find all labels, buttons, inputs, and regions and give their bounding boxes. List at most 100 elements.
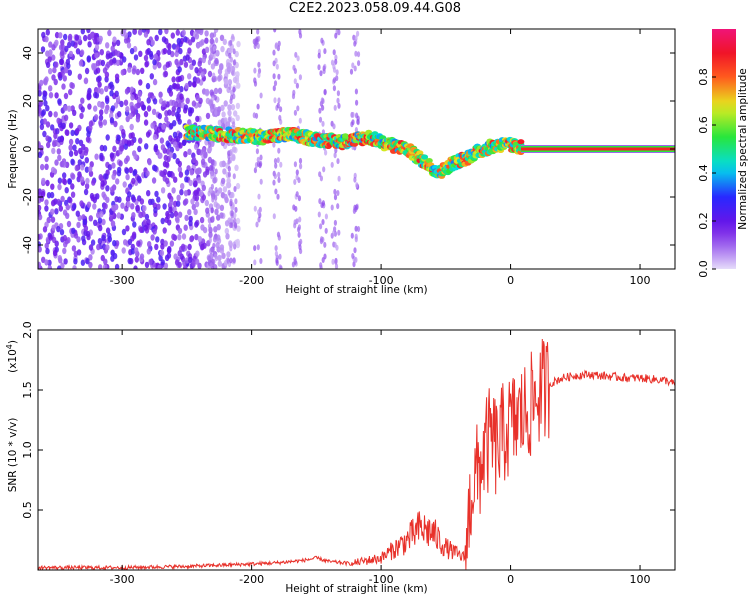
spectrogram-stripe-cell: [229, 245, 233, 252]
spectrogram-noise-cell: [134, 103, 139, 110]
spectrogram-stripe-cell: [214, 195, 218, 201]
spectrogram-noise-cell: [179, 85, 184, 93]
spectrogram-noise-cell: [133, 54, 139, 61]
spectrogram-stripe-cell: [208, 141, 212, 148]
spectrogram-noise-cell: [171, 187, 176, 194]
spectrogram-noise-cell: [180, 183, 185, 190]
spectrogram-noise-cell: [84, 157, 90, 164]
spectrogram-stripe-cell: [298, 117, 302, 124]
spectrogram-noise-cell: [46, 141, 51, 149]
spectrogram-stripe-cell: [232, 241, 236, 248]
spectrogram-noise-cell: [135, 116, 141, 123]
spectrogram-noise-cell: [57, 265, 62, 269]
spectrogram-noise-cell: [151, 108, 157, 116]
spectrogram-noise-cell: [161, 100, 166, 108]
spectrogram-stripe-cell: [324, 227, 328, 234]
spectrogram-noise-cell: [110, 84, 115, 91]
spectrogram-noise-cell: [65, 212, 70, 219]
spectrogram-noise-cell: [79, 112, 84, 120]
spectrogram-stripe-cell: [277, 177, 281, 183]
spectrogram-noise-cell: [133, 93, 139, 101]
spectrogram-noise-cell: [106, 61, 111, 68]
spectrogram-noise-cell: [195, 42, 201, 49]
spectrogram-stripe-cell: [336, 190, 340, 196]
spectrogram-noise-cell: [42, 130, 47, 138]
y-scale-label: (x104): [5, 340, 19, 373]
spectrogram-stripe-cell: [273, 173, 277, 180]
spectrogram-stripe-cell: [351, 253, 355, 259]
spectrogram-noise-cell: [221, 252, 226, 259]
spectrogram-stripe-cell: [334, 259, 338, 265]
spectrogram-noise-cell: [217, 254, 222, 262]
spectrogram-noise-cell: [41, 177, 46, 185]
spectrogram-noise-cell: [234, 164, 239, 171]
spectrogram-noise-cell: [44, 242, 49, 250]
spectrogram-noise-cell: [94, 52, 99, 59]
spectrogram-noise-cell: [62, 178, 68, 186]
y-tick-label: -20: [21, 188, 34, 206]
spectrogram-noise-cell: [103, 263, 108, 269]
spectrogram-noise-cell: [93, 105, 98, 112]
spectrogram-stripe-cell: [334, 32, 338, 39]
spectrogram-noise-cell: [62, 75, 67, 82]
spectrogram-noise-cell: [104, 85, 109, 93]
spectrogram-noise-cell: [137, 145, 142, 153]
spectrogram-noise-cell: [200, 243, 205, 251]
spectrogram-noise-cell: [232, 76, 238, 84]
spectrogram-stripe-cell: [291, 93, 296, 100]
spectrogram-noise-cell: [124, 167, 130, 174]
spectrogram-noise-cell: [216, 214, 221, 221]
spectrogram-noise-cell: [188, 256, 193, 263]
spectrogram-noise-cell: [96, 87, 101, 94]
spectrogram-noise-cell: [78, 147, 83, 155]
spectrogram-noise-cell: [123, 37, 129, 44]
spectrogram-noise-cell: [119, 100, 124, 108]
spectrogram-noise-cell: [181, 233, 187, 240]
spectrogram-noise-cell: [155, 236, 160, 243]
spectrogram-noise-cell: [160, 144, 166, 151]
spectrogram-noise-cell: [219, 204, 225, 211]
spectrogram-stripe-cell: [232, 257, 236, 264]
x-tick-label: 100: [630, 573, 651, 586]
spectrogram-noise-cell: [157, 264, 162, 269]
spectrogram-noise-cell: [86, 56, 92, 63]
spectrogram-noise-cell: [95, 60, 101, 67]
spectrogram-noise-cell: [97, 238, 103, 245]
spectrogram-stripe-cell: [294, 51, 298, 58]
spectrogram-noise-cell: [179, 93, 184, 100]
spectrogram-noise-cell: [164, 116, 169, 123]
spectrogram-noise-cell: [76, 249, 82, 256]
spectrogram-noise-cell: [98, 35, 103, 42]
colorbar-tick-label: 0.2: [697, 212, 710, 230]
spectrogram-stripe-cell: [212, 53, 216, 60]
spectrogram-noise-cell: [68, 197, 73, 204]
spectrogram-noise-cell: [235, 182, 241, 190]
spectrogram-noise-cell: [38, 107, 42, 114]
spectrogram-noise-cell: [60, 195, 65, 203]
spectrogram-noise-cell: [191, 59, 196, 66]
spectrogram-noise-cell: [149, 53, 154, 60]
spectrogram-noise-cell: [152, 58, 157, 66]
spectrogram-stripe-cell: [232, 86, 236, 93]
spectrogram-noise-cell: [93, 91, 98, 99]
spectrogram-noise-cell: [195, 250, 200, 257]
spectrogram-stripe-cell: [318, 198, 322, 205]
spectrogram-noise-cell: [215, 49, 220, 57]
spectrogram-stripe-cell: [253, 167, 257, 174]
spectrogram-stripe-cell: [211, 196, 215, 203]
spectrogram-noise-cell: [142, 205, 147, 212]
spectrogram-noise-cell: [80, 29, 85, 35]
spectrogram-noise-cell: [131, 177, 136, 185]
spectrogram-noise-cell: [141, 210, 146, 218]
spectrogram-stripe-cell: [272, 49, 276, 56]
spectrogram-noise-cell: [226, 66, 232, 73]
spectrogram-noise-cell: [57, 154, 62, 161]
spectrogram-stripe-cell: [277, 40, 281, 47]
spectrogram-noise-cell: [38, 246, 42, 253]
spectrogram-stripe-cell: [255, 148, 259, 155]
spectrogram-noise-cell: [201, 147, 207, 155]
spectrogram-stripe-cell: [256, 29, 260, 35]
spectrogram-noise-cell: [178, 142, 183, 149]
spectrogram-noise-cell: [223, 78, 229, 85]
spectrogram-noise-cell: [183, 224, 188, 231]
